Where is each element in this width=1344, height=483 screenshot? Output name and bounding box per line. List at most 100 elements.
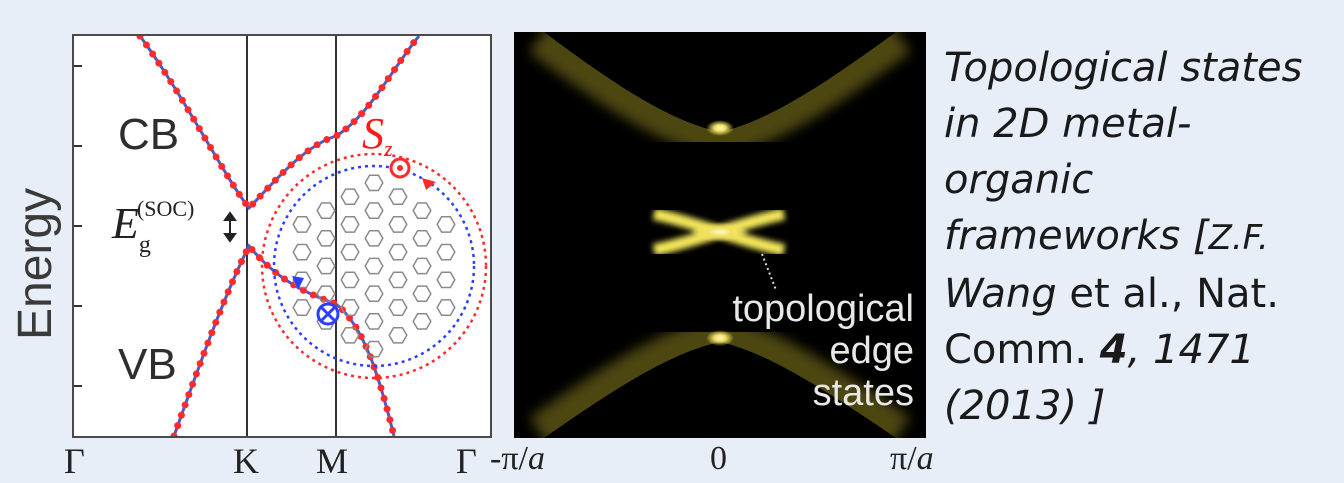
caption-line-1: Topological states: [944, 45, 1303, 91]
band-dot: [192, 370, 200, 378]
lattice-ring: [364, 285, 384, 303]
band-dot: [391, 66, 399, 74]
k-point-m: M: [316, 441, 349, 481]
caption-line-4a: frameworks [: [944, 213, 1209, 259]
band-dot: [237, 258, 245, 266]
band-dot: [155, 59, 163, 67]
band-dot: [149, 50, 157, 58]
x-tick-pi-unit: a: [916, 440, 934, 477]
lattice-ring: [436, 271, 456, 289]
blue-arrow-icon: [292, 276, 304, 290]
band-dot: [410, 39, 418, 47]
band-dot: [212, 153, 220, 161]
lattice-ring: [412, 202, 432, 219]
k-point-gamma-right: Γ: [456, 441, 477, 481]
band-dot: [228, 278, 236, 286]
caption: Topological states in 2D metal- organic …: [944, 40, 1344, 434]
lattice-ring: [412, 229, 432, 247]
band-dot: [358, 110, 366, 118]
x-tick-pi: π/a: [890, 440, 934, 478]
band-dot: [142, 41, 150, 49]
gap-label-sup: (SOC): [136, 196, 195, 221]
band-dot: [365, 101, 373, 109]
band-dot: [377, 384, 385, 392]
caption-line-4b: Z.F.: [1208, 218, 1269, 258]
band-dot: [372, 93, 380, 101]
topological-edge-states-label: topological edge states: [732, 288, 914, 414]
band-dot: [342, 125, 350, 133]
x-tick-zero: 0: [710, 440, 727, 477]
band-dot: [212, 318, 220, 326]
gap-arrow-icon: [223, 211, 237, 243]
red-arrow-icon: [422, 178, 436, 190]
spectral-panel: topological edge states: [514, 32, 926, 438]
k-point-gamma-left: Γ: [64, 441, 85, 481]
caption-line-6b: 4: [1099, 327, 1128, 373]
band-dot: [287, 161, 295, 169]
lattice-ring: [412, 285, 432, 303]
cb-label: CB: [118, 110, 180, 159]
band-dot: [380, 394, 388, 402]
annotation-line-3: states: [812, 372, 914, 414]
band-dot: [299, 286, 307, 294]
band-dot: [170, 432, 178, 436]
band-dot: [224, 288, 232, 296]
lattice-ring: [340, 271, 360, 289]
band-dot: [161, 68, 169, 76]
x-tick-pi-text: π/: [890, 440, 917, 477]
band-dot: [386, 416, 394, 424]
band-dot: [350, 118, 358, 126]
band-dot: [200, 349, 208, 357]
lattice-ring: [316, 285, 336, 303]
band-dot: [208, 329, 216, 337]
y-ticks: [74, 65, 82, 387]
lattice-ring: [436, 243, 456, 261]
lattice-ring: [316, 202, 336, 219]
band-dot: [220, 298, 228, 306]
band-dot: [235, 190, 243, 198]
lattice-ring: [340, 326, 360, 344]
lattice-ring: [292, 216, 312, 233]
lattice-ring: [364, 313, 384, 330]
caption-line-3: organic: [944, 157, 1094, 203]
band-dot: [223, 172, 231, 180]
band-dot: [181, 401, 189, 409]
lattice-ring: [340, 243, 360, 261]
band-dot: [333, 131, 341, 139]
x-tick-minus-pi-unit: a: [527, 440, 545, 477]
band-dot: [256, 192, 264, 200]
lattice-ring: [436, 216, 456, 233]
band-dot: [189, 380, 197, 388]
lattice-ring: [364, 229, 384, 247]
edge-circle-inner: [272, 164, 476, 368]
band-dot: [357, 333, 365, 341]
band-dot: [177, 411, 185, 419]
band-structure-panel: [72, 34, 492, 438]
band-dot: [309, 291, 317, 299]
spin-label-z: z: [384, 136, 393, 161]
x-tick-minus-pi-text: -π/: [490, 440, 528, 477]
band-dot: [374, 373, 382, 381]
caption-line-6: Comm. 4, 1471: [944, 322, 1344, 378]
annotation-line-1: topological: [732, 288, 914, 330]
upper-dirac-point: [706, 120, 734, 136]
band-dot: [248, 246, 256, 254]
band-dot: [173, 87, 181, 95]
band-dot: [207, 144, 215, 152]
band-dot: [218, 162, 226, 170]
band-dot: [242, 248, 250, 256]
band-dot: [184, 106, 192, 114]
band-dot: [304, 147, 312, 155]
lattice-ring: [340, 188, 360, 206]
spin-label: Sz: [362, 108, 393, 161]
band-dot: [280, 275, 288, 283]
band-dot: [313, 141, 321, 149]
band-dot: [167, 78, 175, 86]
band-structure-plot: [74, 36, 488, 436]
band-dot: [383, 405, 391, 413]
band-dot: [346, 314, 354, 322]
band-dot: [242, 199, 250, 207]
edge-circle-outer: [260, 152, 488, 380]
caption-line-2: in 2D metal-: [944, 101, 1192, 147]
